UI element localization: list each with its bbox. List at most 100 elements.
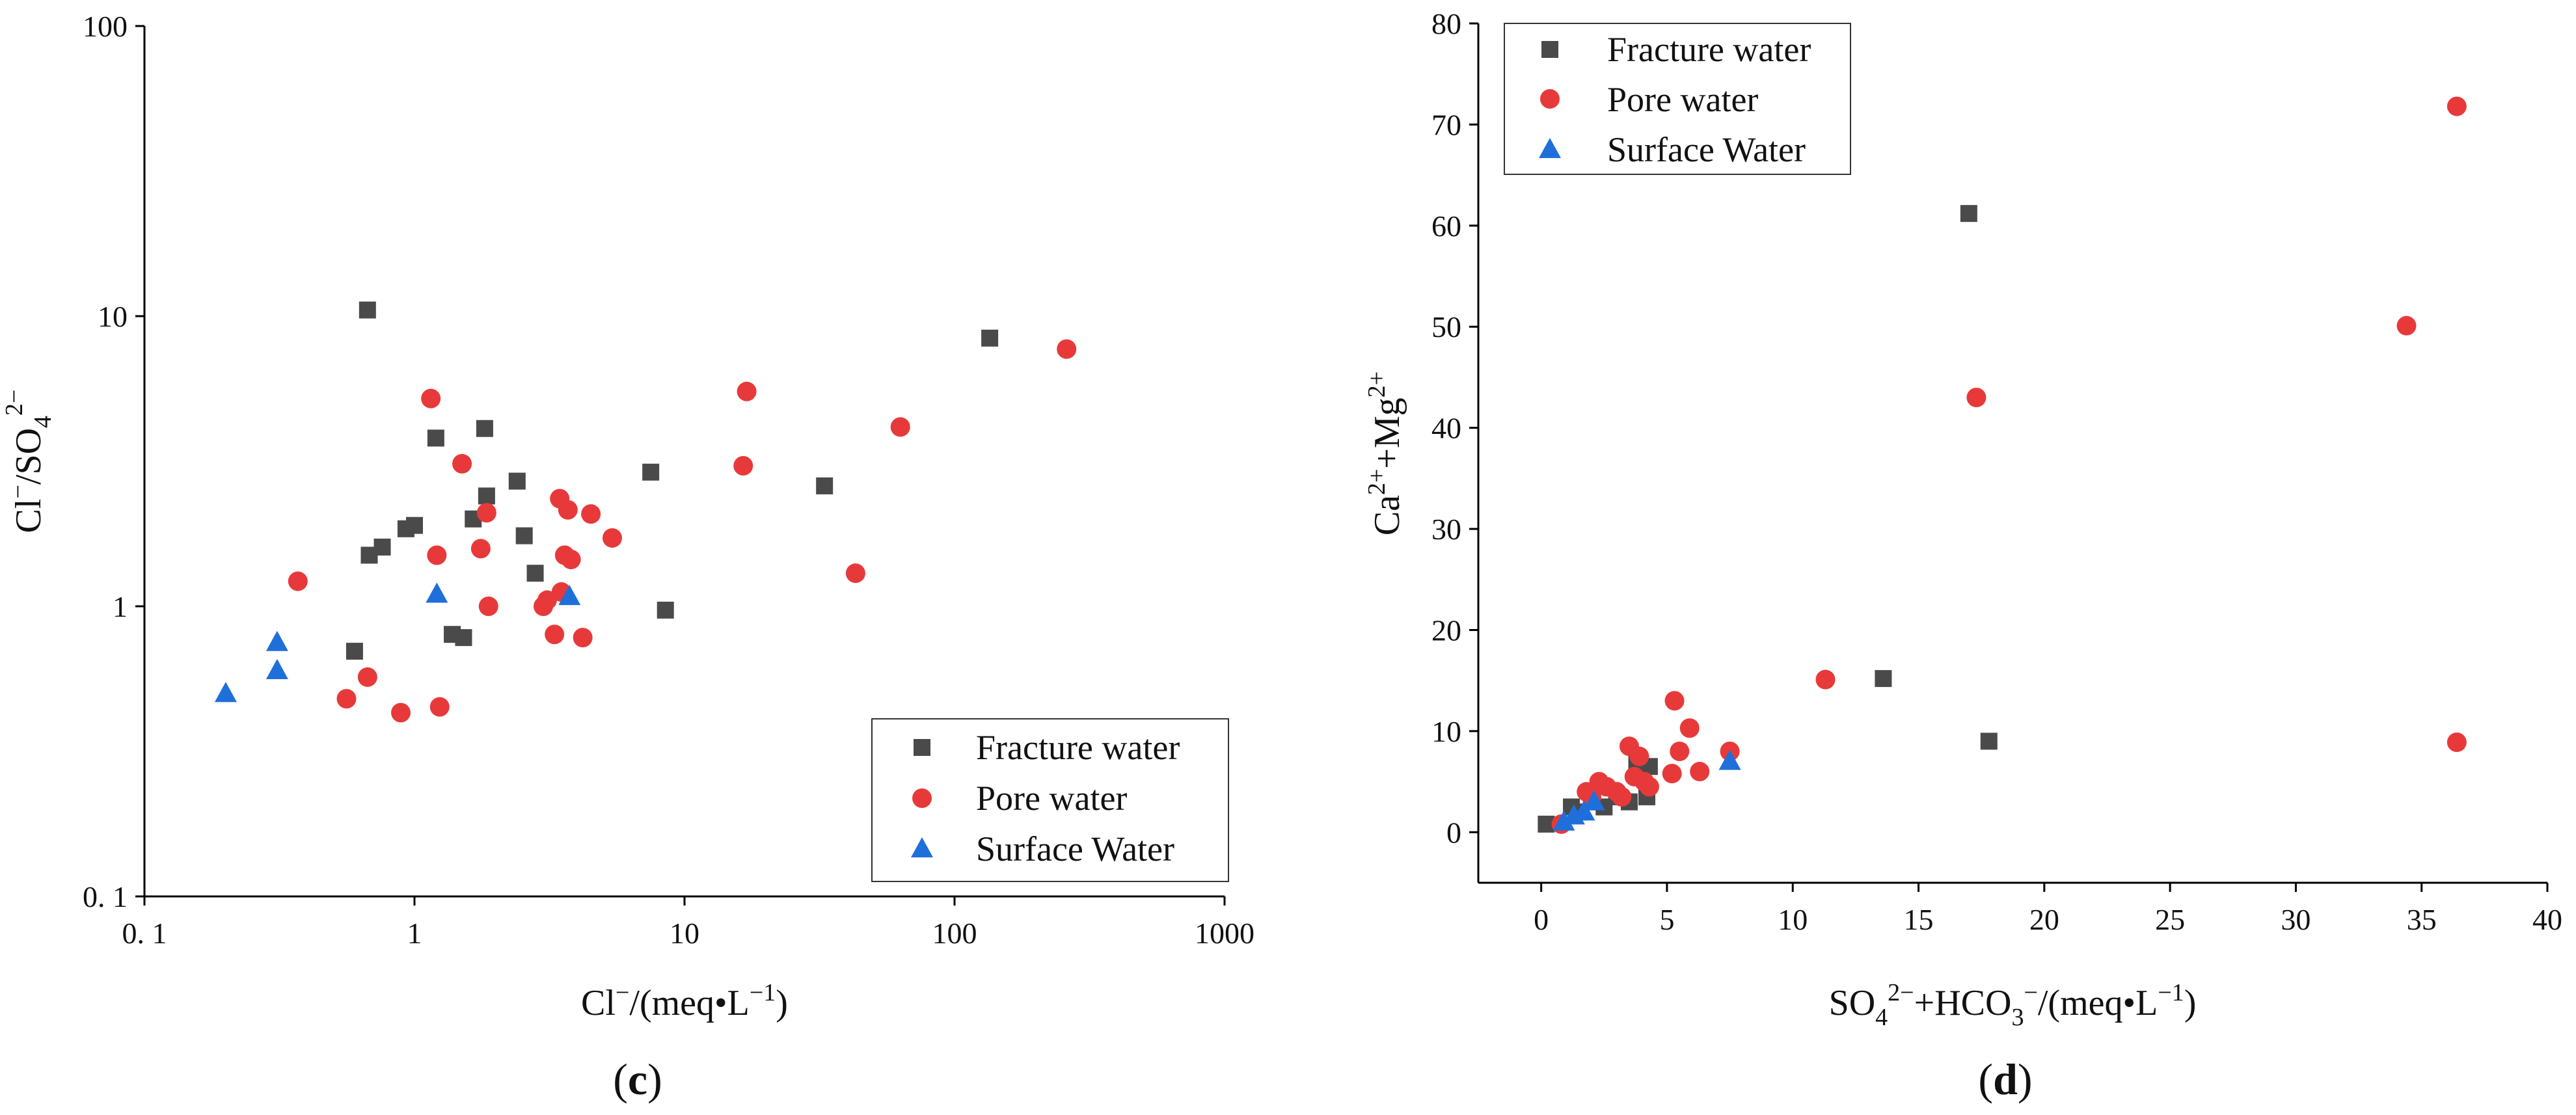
fracture-water-point	[657, 601, 674, 619]
chart-d-y-axis-title: Ca2++Mg2+	[1363, 371, 1407, 535]
pore-water-point	[1664, 691, 1685, 711]
fracture-water-point	[455, 629, 472, 647]
y-tick-label: 50	[1431, 310, 1461, 343]
pore-water-point	[470, 539, 491, 559]
pore-water-point	[1815, 669, 1836, 690]
pore-water-point	[1679, 718, 1700, 738]
fracture-water-point	[1875, 670, 1892, 688]
pore-water-point	[561, 550, 581, 570]
surface-water-point	[265, 630, 288, 651]
y-tick-label: 100	[83, 10, 128, 43]
chart-c-x-axis-title: Cl−/(meq•L−1)	[581, 979, 788, 1023]
fracture-water-point	[642, 463, 660, 481]
y-tick-label: 30	[1431, 513, 1461, 546]
chart-c-legend: Fracture water Pore water Surface Water	[871, 718, 1229, 882]
fracture-water-point	[1980, 732, 1998, 750]
pore-water-point	[429, 697, 450, 717]
legend-c-pore-marker	[912, 788, 932, 808]
y-tick-label: 40	[1431, 412, 1461, 445]
legend-d-pore-marker	[1540, 89, 1560, 109]
pore-water-point	[537, 590, 557, 610]
x-tick-label: 1000	[1195, 917, 1254, 950]
pore-water-point	[845, 563, 865, 584]
pore-water-point	[1639, 777, 1659, 797]
x-tick-label: 25	[2155, 903, 2185, 936]
pore-water-point	[890, 417, 910, 437]
chart-d-y-ticks: 0 10 20 30 40 50 60 70 80	[1431, 7, 1478, 849]
pore-water-point	[476, 503, 496, 523]
pore-water-point	[2447, 96, 2467, 116]
fracture-water-point	[526, 565, 544, 582]
legend-c-surface-label: Surface Water	[976, 829, 1174, 868]
fracture-water-point	[515, 527, 533, 544]
y-tick-label: 10	[98, 300, 128, 333]
chart-c-panel-label: (c)	[613, 1055, 662, 1104]
fracture-water-point	[346, 643, 363, 660]
pore-water-point	[737, 381, 757, 401]
fracture-water-point	[476, 420, 493, 437]
x-tick-label: 10	[670, 917, 699, 950]
fracture-water-point	[373, 538, 391, 556]
legend-d-fracture-label: Fracture water	[1607, 30, 1811, 69]
pore-water-point	[1670, 741, 1690, 761]
surface-water-point	[1552, 810, 1575, 831]
fracture-water-point	[981, 329, 999, 347]
x-tick-label: 100	[932, 917, 977, 950]
x-tick-label: 0	[1534, 903, 1549, 936]
fracture-water-point	[478, 487, 495, 505]
chart-d: 0 5 10 15 20 25 30 35 40 0 10 20 30 40 50 60 70 80 SO42−…	[1363, 7, 2562, 1104]
surface-water-point	[558, 585, 581, 606]
pore-water-point	[452, 453, 472, 474]
fracture-water-point	[406, 517, 423, 534]
pore-water-point	[421, 388, 441, 409]
legend-c-surface-marker	[911, 837, 933, 857]
chart-d-legend: Fracture water Pore water Surface Water	[1504, 23, 1851, 175]
legend-c-pore-label: Pore water	[976, 779, 1127, 818]
pore-water-point	[357, 667, 377, 687]
pore-water-point	[602, 528, 622, 548]
pore-water-point	[733, 456, 753, 476]
legend-c-fracture-marker	[914, 739, 930, 756]
y-tick-label: 80	[1431, 7, 1461, 40]
chart-d-points	[1538, 96, 2467, 834]
chart-c-y-ticks: 0. 1 1 10 100	[83, 10, 144, 913]
x-tick-label: 30	[2281, 903, 2311, 936]
y-tick-label: 1	[113, 590, 128, 623]
fracture-water-point	[359, 301, 376, 319]
pore-water-point	[288, 571, 308, 591]
surface-water-point	[426, 582, 448, 603]
pore-water-point	[545, 625, 565, 645]
x-tick-label: 1	[407, 917, 422, 950]
x-tick-label: 15	[1904, 903, 1934, 936]
pore-water-point	[1057, 339, 1077, 359]
surface-water-point	[214, 682, 237, 703]
y-tick-label: 20	[1431, 613, 1461, 647]
legend-d-surface-marker	[1539, 138, 1561, 158]
x-tick-label: 10	[1778, 903, 1808, 936]
fracture-water-point	[816, 477, 834, 494]
x-tick-label: 20	[2029, 903, 2059, 936]
x-tick-label: 0. 1	[122, 917, 167, 950]
chart-c-x-ticks: 0. 1 1 10 100 1000	[122, 896, 1254, 950]
legend-c-fracture-label: Fracture water	[976, 728, 1180, 767]
pore-water-point	[558, 500, 578, 520]
y-tick-label: 0. 1	[83, 880, 128, 913]
fracture-water-point	[508, 472, 526, 490]
y-tick-label: 0	[1446, 816, 1461, 849]
pore-water-point	[336, 689, 357, 709]
chart-d-x-axis-title: SO42−+HCO3−/(meq•L−1)	[1829, 979, 2197, 1031]
surface-water-point	[1573, 800, 1595, 821]
pore-water-point	[1662, 764, 1682, 784]
pore-water-point	[2396, 316, 2417, 336]
surface-water-point	[1582, 790, 1605, 811]
pore-water-point	[1966, 388, 1986, 408]
x-tick-label: 40	[2532, 903, 2562, 936]
y-tick-label: 70	[1431, 108, 1461, 141]
pore-water-point	[581, 504, 601, 524]
pore-water-point	[1612, 786, 1632, 807]
pore-water-point	[573, 628, 593, 648]
chart-c-points	[214, 301, 1077, 723]
legend-d-surface-label: Surface Water	[1607, 130, 1806, 169]
